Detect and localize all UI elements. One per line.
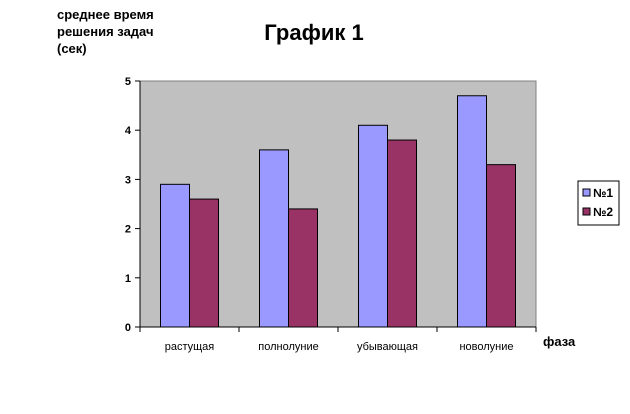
bar-1-1 <box>160 183 190 328</box>
legend-swatch-1 <box>582 188 591 197</box>
y-axis-title-line-3: (сек) <box>57 41 87 56</box>
bar-2-3 <box>387 139 417 328</box>
bar-2-2 <box>288 208 318 328</box>
x-tick-label-4: новолуние <box>459 341 513 353</box>
bar-1-3 <box>358 124 388 328</box>
bar-1-2 <box>259 149 289 328</box>
bar-1-4 <box>457 95 487 328</box>
legend-swatch-2 <box>582 207 591 216</box>
y-axis-title: среднее время решения задач (сек) <box>57 6 154 57</box>
y-tick-label-0: 0 <box>125 322 131 334</box>
legend-label-1: №1 <box>593 186 613 200</box>
y-tick-label-5: 5 <box>125 76 131 88</box>
y-tick-label-2: 2 <box>125 224 131 236</box>
y-tick-label-3: 3 <box>125 174 131 186</box>
x-tick-label-1: растущая <box>165 341 215 353</box>
x-tick-label-2: полнолуние <box>258 341 318 353</box>
y-axis-title-line-2: решения задач <box>57 24 154 39</box>
chart-title: График 1 <box>264 20 363 45</box>
legend-box <box>577 180 620 226</box>
y-tick-label-1: 1 <box>125 273 131 285</box>
legend-label-2: №2 <box>593 205 613 219</box>
bar-2-1 <box>189 198 219 328</box>
x-axis-title: фаза <box>543 334 576 349</box>
y-axis-title-line-1: среднее время <box>57 7 154 22</box>
bar-2-4 <box>486 164 516 328</box>
y-tick-label-4: 4 <box>125 125 132 137</box>
x-tick-label-3: убывающая <box>357 341 418 353</box>
